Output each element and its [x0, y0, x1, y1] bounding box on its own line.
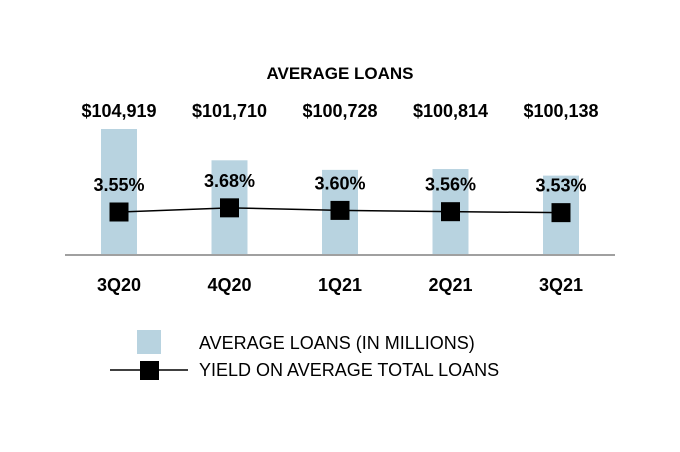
yield-marker	[109, 202, 129, 222]
bar-3q20	[101, 129, 137, 255]
labels-layer: $104,919 3Q20 $101,710 4Q20 $100,728 1Q21 $100…	[81, 101, 598, 295]
bar-value-label: $100,728	[302, 101, 377, 121]
yield-value-label: 3.56%	[425, 175, 476, 195]
bar-value-label: $101,710	[192, 101, 267, 121]
x-tick-label: 4Q20	[207, 275, 251, 295]
yield-marker	[441, 202, 460, 222]
x-tick-label: 3Q20	[97, 275, 141, 295]
legend-label-average-loans: AVERAGE LOANS (IN MILLIONS)	[199, 333, 475, 353]
yield-marker	[220, 198, 239, 218]
yield-value-label: 3.60%	[314, 173, 365, 193]
chart-title: AVERAGE LOANS	[266, 64, 413, 83]
yield-line-layer	[109, 198, 571, 223]
yield-value-label: 3.68%	[204, 171, 255, 191]
yield-value-label: 3.53%	[535, 176, 586, 196]
legend-label-yield: YIELD ON AVERAGE TOTAL LOANS	[199, 360, 499, 380]
bar-value-label: $100,814	[413, 101, 488, 121]
yield-value-label: 3.55%	[93, 175, 144, 195]
legend: AVERAGE LOANS (IN MILLIONS) YIELD ON AVE…	[110, 330, 499, 380]
legend-swatch-average-loans	[137, 330, 161, 354]
x-tick-label: 2Q21	[428, 275, 472, 295]
yield-marker	[551, 203, 571, 223]
legend-marker-yield	[140, 361, 159, 380]
x-tick-label: 1Q21	[318, 275, 362, 295]
yield-marker	[330, 200, 350, 220]
x-tick-label: 3Q21	[539, 275, 583, 295]
bar-value-label: $104,919	[81, 101, 156, 121]
bar-value-label: $100,138	[523, 101, 598, 121]
